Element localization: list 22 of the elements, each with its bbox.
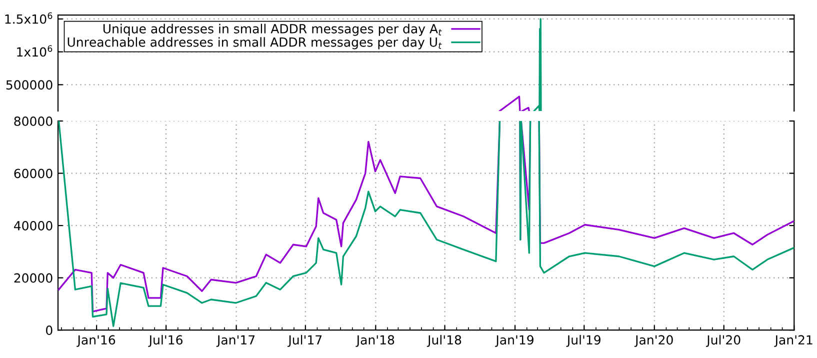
y-tick-label: 40000 (14, 221, 52, 230)
line-series (533, 18, 542, 111)
x-tick-label: Jan'19 (495, 335, 534, 347)
y-tick-label: 1x10$^{6}$ (17, 45, 52, 57)
x-tick-label: Jul'20 (706, 334, 740, 347)
x-tick-label: Jul'16 (148, 334, 182, 347)
x-tick-label: Jan'16 (76, 335, 116, 347)
x-tick-label: Jul'19 (566, 334, 600, 347)
y-tick-label: 0 (46, 326, 52, 336)
y-tick-label: 80000 (14, 116, 52, 126)
y-tick-label: 60000 (14, 168, 52, 178)
y-tick-label: 1.5x10$^{6}$ (5, 12, 52, 24)
y-tick-label: 500000 (6, 80, 52, 90)
legend-label: Unique addresses in small ADDR messages per day A$_{t}$ (103, 24, 442, 36)
x-tick-label: Jan'21 (774, 335, 812, 347)
x-tick-label: Jul'17 (288, 334, 322, 347)
y-tick-label: 20000 (14, 273, 52, 283)
x-tick-label: Jan'17 (216, 335, 255, 347)
x-tick-label: Jul'18 (426, 334, 462, 347)
x-tick-label: Jan'18 (356, 335, 394, 347)
x-tick-label: Jan'20 (634, 335, 673, 347)
legend-label: Unreachable addresses in small ADDR messages per day U$_{t}$ (68, 37, 442, 50)
